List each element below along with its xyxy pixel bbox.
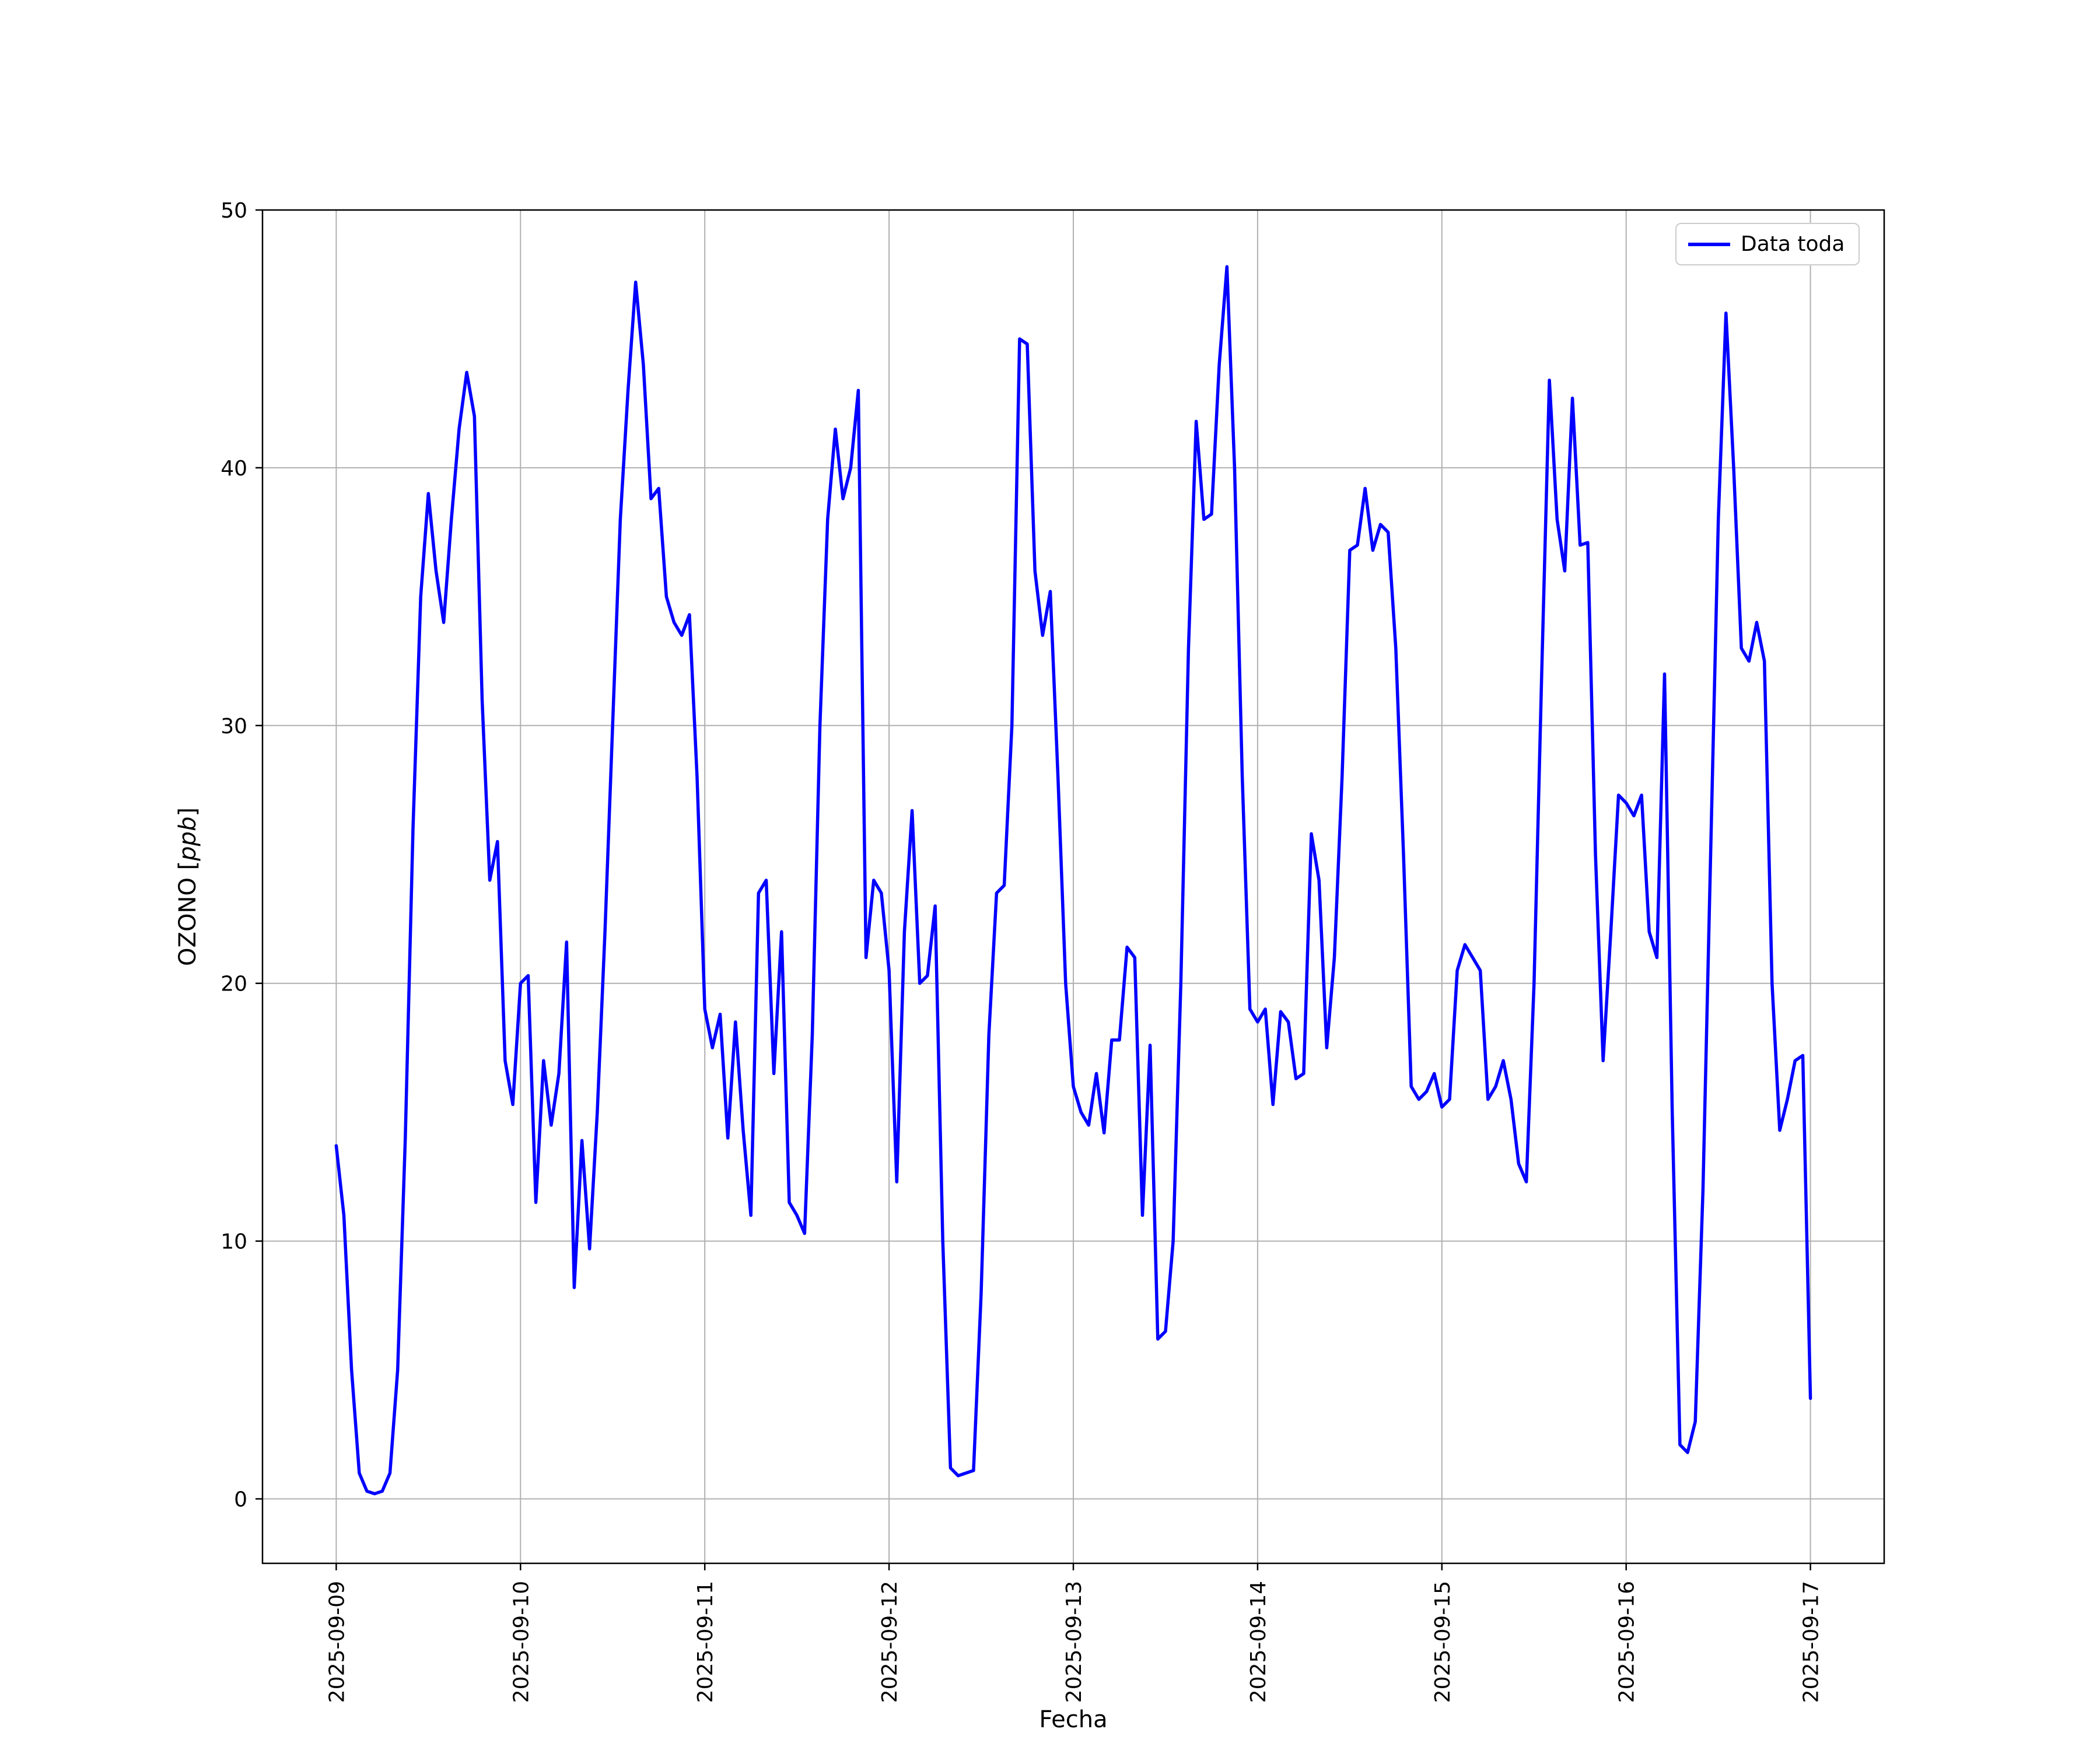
y-tick-label: 30: [220, 715, 247, 738]
y-axis-label-unit: ppb: [174, 816, 201, 861]
x-tick-label: 2025-09-17: [1800, 1581, 1824, 1703]
x-tick-label: 2025-09-16: [1615, 1581, 1639, 1703]
y-tick-label: 50: [220, 199, 247, 223]
legend-line-swatch: [1688, 242, 1730, 246]
data-series-line: [334, 265, 1812, 1496]
x-tick-label: 2025-09-13: [1062, 1581, 1086, 1703]
x-tick-label: 2025-09-09: [325, 1581, 349, 1703]
y-tick-label: 20: [220, 972, 247, 996]
x-tick-label: 2025-09-12: [878, 1581, 902, 1703]
y-tick-label: 10: [220, 1230, 247, 1254]
y-axis-label: OZONO [ppb]: [174, 807, 201, 966]
y-tick-label: 40: [220, 457, 247, 481]
legend: Data toda: [1675, 223, 1860, 265]
y-tick-label: 0: [234, 1488, 247, 1512]
legend-entry-label: Data toda: [1741, 232, 1845, 256]
x-tick-label: 2025-09-11: [694, 1581, 718, 1703]
x-tick-label: 2025-09-15: [1431, 1581, 1455, 1703]
y-axis-label-suffix: ]: [174, 807, 201, 817]
x-axis-label: Fecha: [1039, 1706, 1108, 1733]
x-tick-label: 2025-09-14: [1247, 1581, 1270, 1703]
y-axis-label-prefix: OZONO [: [174, 860, 201, 966]
x-tick-label: 2025-09-10: [509, 1581, 533, 1703]
